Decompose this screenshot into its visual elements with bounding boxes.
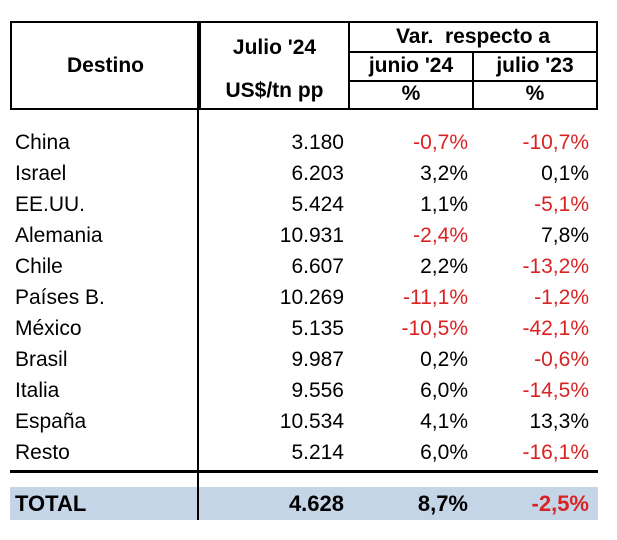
var-julio-cell: -42,1%	[522, 316, 589, 340]
table-header: Destino Julio '24 US$/tn pp Var. respect…	[10, 21, 598, 110]
var-julio-cell: -16,1%	[522, 440, 589, 464]
destination-cell: Resto	[15, 440, 70, 464]
var-julio-cell: -1,2%	[534, 285, 589, 309]
table-row: Italia 9.556 6,0% -14,5%	[10, 375, 598, 406]
var-junio-cell: 3,2%	[420, 161, 468, 185]
price-cell: 9.556	[291, 378, 344, 402]
destination-cell: Brasil	[15, 347, 68, 371]
table-row: Brasil 9.987 0,2% -0,6%	[10, 344, 598, 375]
table-body: China 3.180 -0,7% -10,7% Israel 6.203 3,…	[10, 110, 598, 468]
price-cell: 3.180	[291, 130, 344, 154]
header-unit: US$/tn pp	[225, 79, 324, 102]
header-var-group: Var. respecto a junio '24 julio '23 % %	[350, 23, 596, 108]
header-julio23: julio '23	[496, 54, 574, 77]
table-row: España 10.534 4,1% 13,3%	[10, 406, 598, 437]
header-percent-junio: %	[350, 82, 474, 108]
price-cell: 10.269	[279, 285, 344, 309]
var-junio-cell: 4,1%	[420, 409, 468, 433]
var-julio-cell: 7,8%	[541, 223, 589, 247]
pricing-table: Destino Julio '24 US$/tn pp Var. respect…	[10, 21, 598, 520]
var-julio-cell: -10,7%	[522, 130, 589, 154]
header-var-respecto: Var. respecto a	[350, 23, 596, 53]
var-julio-cell: 13,3%	[529, 409, 589, 433]
var-junio-cell: -11,1%	[403, 285, 468, 309]
table-row: Israel 6.203 3,2% 0,1%	[10, 158, 598, 189]
destination-cell: España	[15, 409, 87, 433]
var-junio-cell: -10,5%	[401, 316, 468, 340]
destination-cell: Italia	[15, 378, 60, 402]
header-var-subcolumns: junio '24 julio '23	[350, 53, 596, 82]
price-cell: 10.534	[279, 409, 344, 433]
destination-cell: Chile	[15, 254, 63, 278]
total-row: TOTAL 4.628 8,7% -2,5%	[10, 487, 598, 520]
price-cell: 6.203	[291, 161, 344, 185]
var-junio-cell: 2,2%	[420, 254, 468, 278]
table-row: México 5.135 -10,5% -42,1%	[10, 313, 598, 344]
total-price-cell: 4.628	[288, 490, 344, 516]
price-cell: 5.214	[291, 440, 344, 464]
destination-cell: Israel	[15, 161, 67, 185]
header-julio24-unit: Julio '24 US$/tn pp	[201, 23, 350, 108]
total-var-junio-cell: 8,7%	[417, 490, 468, 516]
table-row: China 3.180 -0,7% -10,7%	[10, 127, 598, 158]
table-row: Resto 5.214 6,0% -16,1%	[10, 437, 598, 468]
var-junio-cell: -2,4%	[413, 223, 468, 247]
var-junio-cell: 1,1%	[420, 192, 468, 216]
var-junio-cell: 6,0%	[420, 440, 468, 464]
total-label: TOTAL	[15, 490, 87, 516]
header-julio24: Julio '24	[232, 36, 317, 59]
var-junio-cell: 0,2%	[420, 347, 468, 371]
destination-cell: China	[15, 130, 70, 154]
var-junio-cell: 6,0%	[420, 378, 468, 402]
price-cell: 10.931	[279, 223, 344, 247]
header-percent-row: % %	[350, 82, 596, 108]
destination-cell: EE.UU.	[15, 192, 86, 216]
price-cell: 5.424	[291, 192, 344, 216]
price-cell: 5.135	[291, 316, 344, 340]
table-row: Países B. 10.269 -11,1% -1,2%	[10, 282, 598, 313]
var-junio-cell: -0,7%	[413, 130, 468, 154]
column-divider-line	[197, 21, 199, 520]
destination-cell: Países B.	[15, 285, 105, 309]
header-junio24: junio '24	[350, 53, 474, 80]
destination-cell: Alemania	[15, 223, 103, 247]
destination-cell: México	[15, 316, 82, 340]
price-cell: 6.607	[291, 254, 344, 278]
table-row: EE.UU. 5.424 1,1% -5,1%	[10, 189, 598, 220]
total-separator-line	[10, 470, 598, 473]
var-julio-cell: -0,6%	[534, 347, 589, 371]
var-julio-cell: -14,5%	[522, 378, 589, 402]
table-row: Chile 6.607 2,2% -13,2%	[10, 251, 598, 282]
total-var-julio-cell: -2,5%	[531, 490, 589, 516]
var-julio-cell: 0,1%	[541, 161, 589, 185]
var-julio-cell: -5,1%	[534, 192, 589, 216]
price-cell: 9.987	[291, 347, 344, 371]
header-destino: Destino	[12, 23, 201, 108]
table-row: Alemania 10.931 -2,4% 7,8%	[10, 220, 598, 251]
header-percent-julio: %	[525, 82, 545, 105]
var-julio-cell: -13,2%	[522, 254, 589, 278]
